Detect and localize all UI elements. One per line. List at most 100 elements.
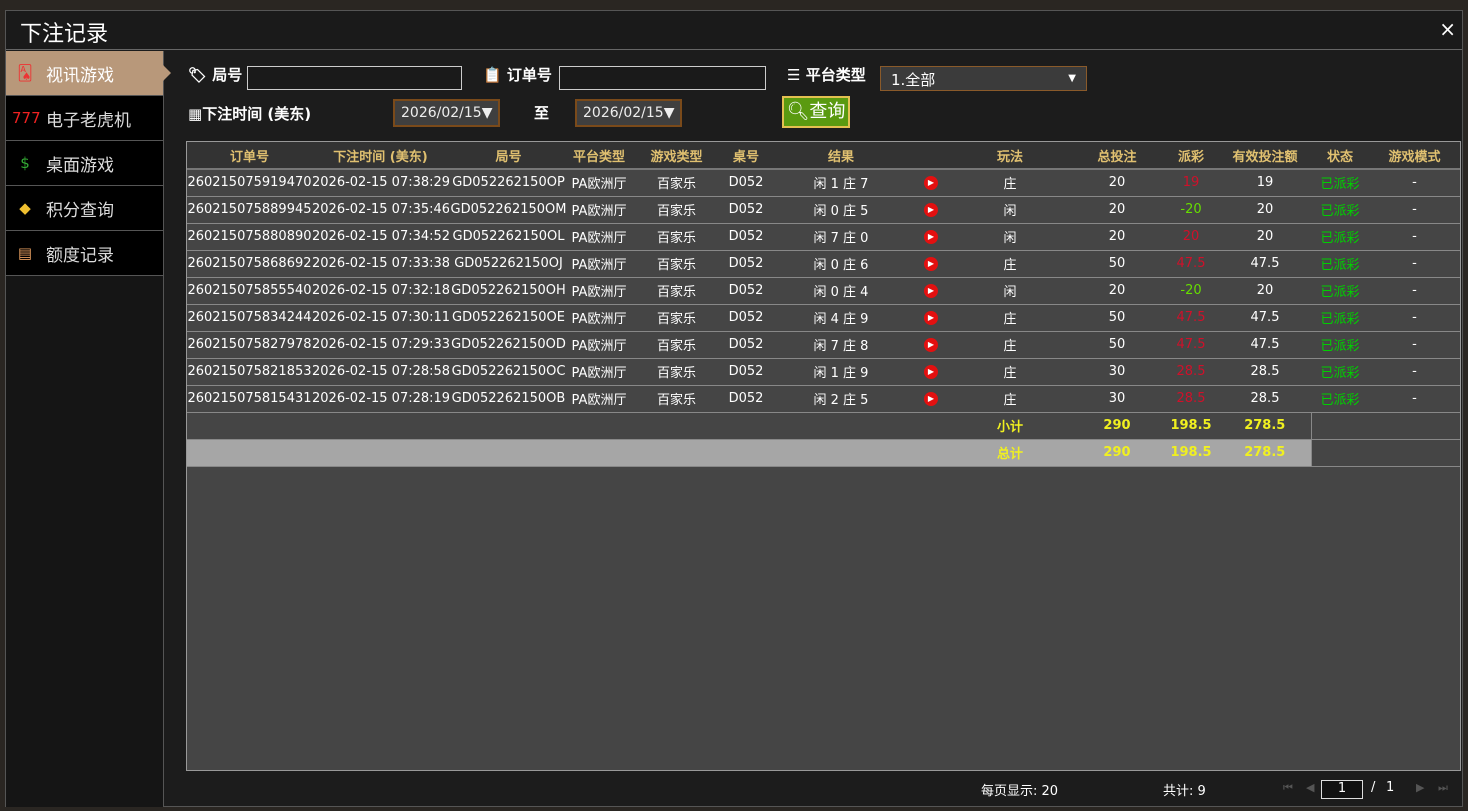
first-page-icon[interactable]: ⏮ bbox=[1283, 781, 1293, 794]
replay-cell[interactable]: ▶ bbox=[913, 169, 949, 197]
column-header: 游戏模式 bbox=[1369, 142, 1460, 170]
payout-cell: -20 bbox=[1163, 277, 1219, 305]
valid-bet-cell: 20 bbox=[1219, 223, 1311, 251]
replay-cell[interactable]: ▶ bbox=[913, 331, 949, 359]
total-row: 总计 290 198.5 278.5 bbox=[187, 439, 1460, 467]
order-no-cell: 260215075889945 bbox=[187, 196, 312, 224]
page-input[interactable]: 1 bbox=[1321, 780, 1363, 799]
round-no-cell: GD052262150OL bbox=[449, 223, 568, 251]
video-play-icon[interactable]: ▶ bbox=[924, 391, 938, 406]
result-cell: 闲 0 庄 4 bbox=[769, 277, 913, 305]
game-type-cell: 百家乐 bbox=[630, 358, 723, 386]
subtotal-label: 小计 bbox=[949, 412, 1071, 440]
query-label: 查询 bbox=[809, 101, 846, 122]
order-label: 📋 订单号 bbox=[483, 64, 552, 85]
column-header: 结果 bbox=[769, 142, 913, 170]
sidebar-item-0[interactable]: 🂡 视讯游戏 bbox=[6, 51, 171, 96]
total-bet-cell: 50 bbox=[1071, 250, 1163, 278]
column-header: 玩法 bbox=[949, 142, 1071, 170]
round-no-cell: GD052262150OM bbox=[449, 196, 568, 224]
bet-time-cell: 2026-02-15 07:34:52 bbox=[312, 223, 449, 251]
777-slot-icon: 777 bbox=[12, 109, 41, 127]
platform-label-text: 平台类型 bbox=[805, 66, 866, 84]
subtotal-payout: 198.5 bbox=[1163, 412, 1219, 440]
table-row: 260215075855540 2026-02-15 07:32:18 GD0522… bbox=[187, 277, 1460, 305]
result-cell: 闲 4 庄 9 bbox=[769, 304, 913, 332]
sidebar-item-3[interactable]: ◆ 积分查询 bbox=[6, 186, 163, 231]
per-page: 每页显示: 20 bbox=[981, 784, 1059, 799]
video-play-icon[interactable]: ▶ bbox=[924, 337, 938, 352]
sidebar-item-2[interactable]: $ 桌面游戏 bbox=[6, 141, 163, 186]
status-cell: 已派彩 bbox=[1311, 304, 1369, 332]
payout-cell: 20 bbox=[1163, 223, 1219, 251]
video-play-icon[interactable]: ▶ bbox=[924, 202, 938, 217]
next-page-icon[interactable]: ▶ bbox=[1416, 781, 1425, 794]
total-label: 总计 bbox=[949, 439, 1071, 467]
sidebar-item-1[interactable]: 777 电子老虎机 bbox=[6, 96, 163, 141]
game-type-cell: 百家乐 bbox=[630, 250, 723, 278]
column-header: 桌号 bbox=[723, 142, 769, 170]
table-no-cell: D052 bbox=[723, 250, 769, 278]
document-icon: ▤ bbox=[17, 244, 33, 262]
platform-select[interactable]: 1.全部 ▼ bbox=[880, 66, 1087, 91]
subtotal-spacer bbox=[187, 412, 949, 440]
platform-cell: PA欧洲厅 bbox=[568, 358, 630, 386]
prev-page-icon[interactable]: ◀ bbox=[1306, 781, 1315, 794]
video-play-icon[interactable]: ▶ bbox=[924, 364, 938, 379]
table-no-cell: D052 bbox=[723, 385, 769, 413]
bet-time-cell: 2026-02-15 07:35:46 bbox=[312, 196, 449, 224]
replay-cell[interactable]: ▶ bbox=[913, 223, 949, 251]
platform-cell: PA欧洲厅 bbox=[568, 385, 630, 413]
column-header: 状态 bbox=[1311, 142, 1369, 170]
result-cell: 闲 7 庄 8 bbox=[769, 331, 913, 359]
game-mode-cell: - bbox=[1369, 196, 1460, 224]
replay-cell[interactable]: ▶ bbox=[913, 358, 949, 386]
bet-records-table: 订单号 下注时间 (美东) 局号 平台类型 游戏类型 桌号 结果 玩法 总投注 派彩 有效投注额 状态… bbox=[186, 141, 1461, 771]
query-button[interactable]: 🔍︎查询 bbox=[782, 96, 850, 128]
table-row: 260215075827978 2026-02-15 07:29:33 GD0522… bbox=[187, 331, 1460, 359]
order-no-cell: 260215075821853 bbox=[187, 358, 312, 386]
date-from-picker[interactable]: 2026/02/15▼ bbox=[393, 99, 500, 127]
game-mode-cell: - bbox=[1369, 223, 1460, 251]
video-play-icon[interactable]: ▶ bbox=[924, 310, 938, 325]
table-no-cell: D052 bbox=[723, 358, 769, 386]
order-input[interactable] bbox=[559, 66, 766, 90]
replay-cell[interactable]: ▶ bbox=[913, 304, 949, 332]
sidebar-item-4[interactable]: ▤ 额度记录 bbox=[6, 231, 163, 276]
last-page-icon[interactable]: ⏭ bbox=[1438, 781, 1448, 794]
result-cell: 闲 0 庄 5 bbox=[769, 196, 913, 224]
replay-cell[interactable]: ▶ bbox=[913, 250, 949, 278]
status-cell: 已派彩 bbox=[1311, 223, 1369, 251]
bet-time-cell: 2026-02-15 07:30:11 bbox=[312, 304, 449, 332]
platform-cell: PA欧洲厅 bbox=[568, 169, 630, 197]
diamond-icon: ◆ bbox=[19, 199, 31, 217]
video-play-icon[interactable]: ▶ bbox=[924, 256, 938, 271]
platform-cell: PA欧洲厅 bbox=[568, 331, 630, 359]
close-icon[interactable]: × bbox=[1439, 17, 1456, 41]
calendar-icon: ▦ bbox=[188, 105, 203, 123]
total-bet-cell: 50 bbox=[1071, 331, 1163, 359]
table-row: 260215075815431 2026-02-15 07:28:19 GD0522… bbox=[187, 385, 1460, 413]
column-header: 有效投注额 bbox=[1219, 142, 1311, 170]
video-play-icon[interactable]: ▶ bbox=[924, 229, 938, 244]
play-type-cell: 闲 bbox=[949, 196, 1071, 224]
bet-time-cell: 2026-02-15 07:38:29 bbox=[312, 169, 449, 197]
game-type-cell: 百家乐 bbox=[630, 277, 723, 305]
video-play-icon[interactable]: ▶ bbox=[924, 283, 938, 298]
total-bet-cell: 20 bbox=[1071, 277, 1163, 305]
payout-cell: 28.5 bbox=[1163, 385, 1219, 413]
replay-cell[interactable]: ▶ bbox=[913, 277, 949, 305]
replay-cell[interactable]: ▶ bbox=[913, 385, 949, 413]
replay-cell[interactable]: ▶ bbox=[913, 196, 949, 224]
bet-time-cell: 2026-02-15 07:29:33 bbox=[312, 331, 449, 359]
video-play-icon[interactable]: ▶ bbox=[924, 175, 938, 190]
date-to-picker[interactable]: 2026/02/15▼ bbox=[575, 99, 682, 127]
order-no-cell: 260215075834244 bbox=[187, 304, 312, 332]
bet-record-window: 下注记录 × 🂡 视讯游戏 777 电子老虎机 $ 桌面游戏 ◆ 积分查询 ▤ 额度记录 🏷 局号… bbox=[5, 10, 1463, 807]
game-type-cell: 百家乐 bbox=[630, 223, 723, 251]
round-input[interactable] bbox=[247, 66, 462, 90]
valid-bet-cell: 47.5 bbox=[1219, 304, 1311, 332]
search-icon: 🔍︎ bbox=[786, 101, 810, 122]
order-label-text: 订单号 bbox=[506, 66, 552, 84]
status-cell: 已派彩 bbox=[1311, 196, 1369, 224]
